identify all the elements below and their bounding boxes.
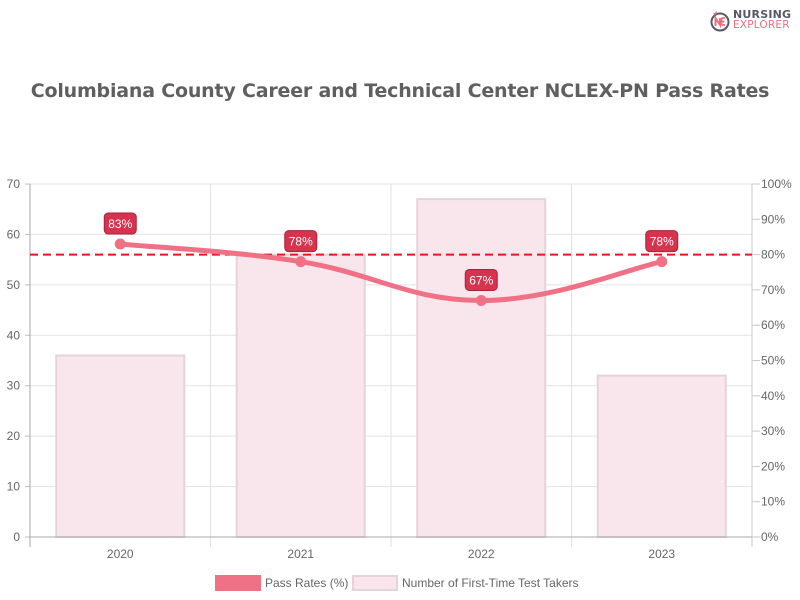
data-label-2023: 78%	[645, 230, 679, 253]
x-axis-tick-label: 2023	[648, 547, 675, 561]
bar-2021	[235, 253, 366, 538]
right-axis-tick-label: 70%	[761, 283, 785, 297]
data-point-2022	[475, 294, 487, 306]
nursing-explorer-logo-icon	[710, 11, 730, 32]
line-series-pass-rates	[114, 238, 668, 306]
data-label-background	[464, 268, 498, 291]
right-axis-tick-label: 30%	[761, 424, 785, 438]
data-labels: 83% 78% 67% 78%	[103, 212, 679, 291]
left-axis-tick-label: 70	[7, 177, 21, 191]
left-axis-tick-label: 60	[7, 227, 21, 241]
legend-label-test-takers: Number of First-Time Test Takers	[402, 576, 579, 590]
data-label-text: 83%	[108, 217, 132, 231]
right-axis-tick-label: 60%	[761, 318, 785, 332]
right-axis-tick-label: 10%	[761, 495, 785, 509]
brand-logo: NURSING EXPLORER	[710, 8, 795, 34]
x-axis-tick-label: 2021	[287, 547, 314, 561]
left-axis-tick-label: 40	[7, 328, 21, 342]
brand-name-line1: NURSING	[733, 8, 792, 21]
x-axis-tick-label: 2022	[468, 547, 495, 561]
data-label-2021: 78%	[284, 230, 318, 253]
bar-series-test-takers	[55, 198, 727, 539]
left-axis-tick-label: 0	[13, 530, 20, 544]
right-axis-tick-label: 100%	[761, 177, 792, 191]
right-axis-tick-label: 90%	[761, 212, 785, 226]
bar-2020	[55, 354, 186, 539]
left-axis-tick-label: 30	[7, 379, 21, 393]
pass-rate-line	[117, 241, 665, 303]
data-label-text: 78%	[650, 235, 674, 249]
data-label-background	[284, 230, 318, 253]
legend-swatch-test-takers	[352, 575, 398, 591]
axes: 0 10 20 30 40 50 60 70 0% 10% 20% 30% 40% 50% 60% 70% 80…	[7, 177, 792, 561]
data-label-background	[103, 212, 137, 235]
data-label-2020: 83%	[103, 212, 137, 235]
legend-item-pass-rates[interactable]: Pass Rates (%)	[215, 575, 348, 591]
bar-2022	[416, 198, 547, 538]
left-axis-tick-label: 50	[7, 278, 21, 292]
right-axis-tick-label: 20%	[761, 459, 785, 473]
data-point-2020	[114, 238, 126, 250]
legend-label-pass-rates: Pass Rates (%)	[265, 576, 349, 590]
data-label-2022: 67%	[464, 268, 498, 291]
x-axis-tick-label: 2020	[107, 547, 134, 561]
data-label-background	[645, 230, 679, 253]
data-point-2023	[656, 256, 668, 268]
left-axis-tick-label: 10	[7, 480, 21, 494]
data-label-text: 67%	[469, 273, 493, 287]
chart-title: Columbiana County Career and Technical C…	[30, 80, 770, 102]
left-axis-tick-label: 20	[7, 429, 21, 443]
legend-item-test-takers[interactable]: Number of First-Time Test Takers	[352, 575, 578, 591]
data-point-2021	[295, 256, 307, 268]
brand-name-line2: EXPLORER	[733, 19, 790, 31]
right-axis-tick-label: 50%	[761, 354, 785, 368]
legend: Pass Rates (%) Number of First-Time Test…	[0, 575, 800, 593]
legend-swatch-pass-rates	[215, 575, 261, 591]
data-label-text: 78%	[289, 235, 313, 249]
right-axis-tick-label: 0%	[761, 530, 779, 544]
right-axis-tick-label: 80%	[761, 248, 785, 262]
bar-2023	[596, 374, 727, 538]
right-axis-tick-label: 40%	[761, 389, 785, 403]
